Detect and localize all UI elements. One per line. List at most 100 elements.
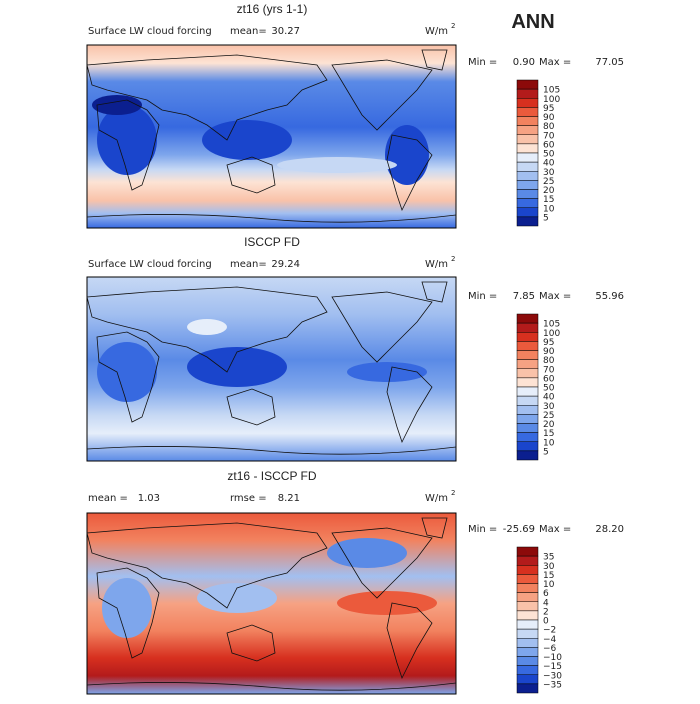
max-label: Max = (539, 524, 571, 535)
colorbar-label: 15 (543, 429, 554, 439)
colorbar-swatch (516, 134, 539, 145)
colorbar-swatch (516, 216, 539, 227)
colorbar-swatch (516, 405, 539, 415)
map (86, 44, 457, 229)
mean-value: 29.24 (271, 259, 300, 270)
min-value: -25.69 (503, 524, 535, 535)
colorbar-swatch (516, 116, 539, 126)
colorbar-label: −15 (543, 662, 562, 672)
colorbar-swatch (516, 619, 539, 630)
min-value: 0.90 (513, 57, 535, 68)
colorbar-label: 15 (543, 571, 554, 581)
colorbar-label: 6 (543, 589, 549, 599)
colorbar-swatch (516, 601, 539, 612)
colorbar-swatch (516, 386, 539, 397)
colorbar-label: 90 (543, 113, 555, 123)
colorbar-label: 5 (543, 447, 549, 457)
colorbar-label: 30 (543, 562, 555, 572)
units-superscript: 2 (451, 22, 455, 30)
panel-title: ISCCP FD (244, 235, 300, 249)
colorbar-label: 2 (543, 607, 549, 617)
colorbar-label: 40 (543, 393, 555, 403)
colorbar-swatch (516, 143, 539, 154)
colorbar-swatch (516, 368, 539, 379)
max-value: 77.05 (595, 57, 624, 68)
colorbar-label: 35 (543, 553, 554, 563)
colorbar-label: 80 (543, 122, 555, 132)
units: W/m (425, 259, 448, 270)
colorbar-swatch (516, 610, 539, 621)
rmse-value: 8.21 (278, 493, 300, 504)
colorbar-label: 105 (543, 86, 560, 96)
colorbar-label: 30 (543, 402, 555, 412)
colorbar-swatch (516, 683, 539, 694)
colorbar-label: 20 (543, 420, 555, 430)
colorbar-swatch (516, 656, 539, 666)
colorbar-swatch (516, 555, 539, 566)
colorbar-swatch (516, 546, 539, 557)
colorbar-label: −30 (543, 671, 562, 681)
colorbar-swatch (516, 565, 539, 575)
colorbar-swatch (516, 332, 539, 342)
colorbar-label: 50 (543, 384, 555, 394)
colorbar-swatch (516, 674, 539, 685)
colorbar-label: −6 (543, 644, 557, 654)
colorbar-swatch (516, 574, 539, 584)
colorbar-swatch (516, 423, 539, 433)
colorbar-label: 70 (543, 131, 555, 141)
units-superscript: 2 (451, 489, 455, 497)
min-label: Min = (468, 57, 497, 68)
colorbar-swatch (516, 107, 539, 117)
colorbar-swatch (516, 395, 539, 406)
colorbar-swatch (516, 189, 539, 199)
colorbar-label: −35 (543, 680, 562, 690)
mean-value: 30.27 (271, 26, 300, 37)
colorbar-swatch (516, 432, 539, 442)
colorbar-label: 105 (543, 320, 560, 330)
mean-label: mean= (230, 26, 267, 37)
colorbar-swatch (516, 647, 539, 657)
colorbar-label: 100 (543, 329, 560, 339)
units: W/m (425, 493, 448, 504)
colorbar-label: 0 (543, 617, 549, 627)
colorbar-swatch (516, 198, 539, 208)
colorbar-swatch (516, 180, 539, 190)
figure-title: ANN (511, 11, 554, 33)
colorbar-label: 60 (543, 374, 555, 384)
colorbar-swatch (516, 583, 539, 593)
min-label: Min = (468, 291, 497, 302)
colorbar-swatch (516, 441, 539, 452)
colorbar-label: −2 (543, 626, 556, 636)
colorbar-swatch (516, 450, 539, 461)
colorbar-label: 70 (543, 365, 555, 375)
colorbar-swatch (516, 79, 539, 90)
max-value: 55.96 (595, 291, 624, 302)
mean-value: 1.03 (138, 493, 160, 504)
colorbar-label: 10 (543, 204, 555, 214)
colorbar-label: −4 (543, 635, 557, 645)
colorbar-swatch (516, 350, 539, 360)
colorbar-swatch (516, 341, 539, 351)
colorbar-swatch (516, 592, 539, 602)
colorbar-swatch (516, 638, 539, 648)
colorbar-swatch (516, 207, 539, 218)
colorbar-label: −10 (543, 653, 562, 663)
colorbar-swatch (516, 414, 539, 424)
colorbar-label: 95 (543, 338, 554, 348)
colorbar-swatch (516, 313, 539, 324)
max-label: Max = (539, 57, 571, 68)
colorbar-label: 15 (543, 195, 554, 205)
rmse-label: rmse = (230, 493, 267, 504)
min-value: 7.85 (513, 291, 535, 302)
colorbar-label: 4 (543, 598, 549, 608)
units-superscript: 2 (451, 255, 455, 263)
colorbar-swatch (516, 377, 539, 388)
colorbar-label: 10 (543, 438, 555, 448)
mean-label: mean= (230, 259, 267, 270)
panel-title: zt16 (yrs 1-1) (237, 2, 308, 16)
units: W/m (425, 26, 448, 37)
panel-title: zt16 - ISCCP FD (227, 469, 316, 483)
colorbar-label: 100 (543, 95, 560, 105)
colorbar-swatch (516, 322, 539, 333)
